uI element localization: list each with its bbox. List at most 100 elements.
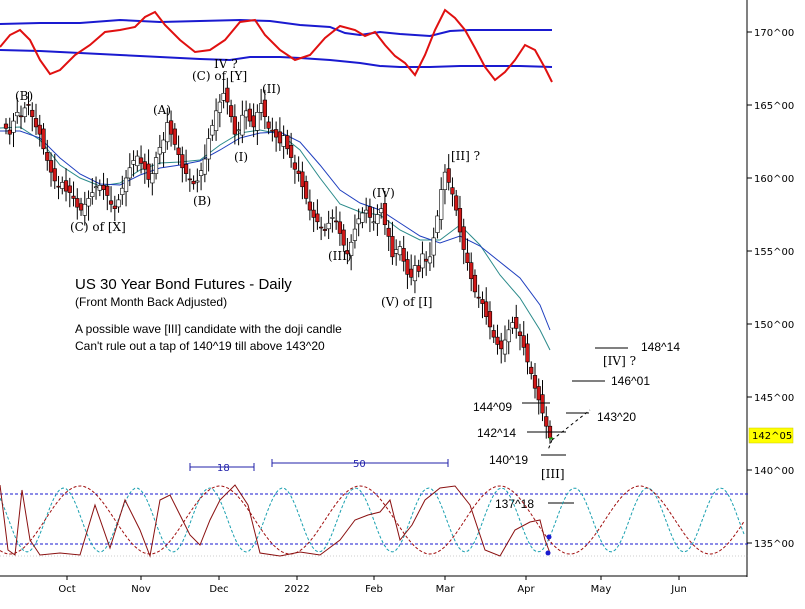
annotations: US 30 Year Bond Futures - Daily (Front M… bbox=[75, 276, 342, 353]
note-line-1: A possible wave [III] candidate with the… bbox=[75, 322, 342, 336]
candle-down bbox=[3, 123, 9, 129]
cycle-dot-upper bbox=[546, 534, 552, 540]
level-label: 142^14 bbox=[477, 426, 516, 440]
y-tick-label: 145^00 bbox=[754, 393, 794, 404]
candle-down bbox=[307, 201, 312, 211]
candle-up bbox=[259, 103, 264, 113]
candle-up bbox=[15, 112, 20, 117]
candle-down bbox=[7, 129, 12, 135]
candle-down bbox=[191, 180, 196, 185]
candle-down bbox=[266, 121, 271, 129]
candle-down bbox=[232, 116, 237, 135]
candle-down bbox=[75, 198, 80, 208]
candle-up bbox=[123, 177, 129, 193]
candle-up bbox=[213, 110, 219, 131]
x-tick-label: Mar bbox=[436, 584, 456, 595]
candle-down bbox=[176, 147, 181, 155]
candle-up bbox=[420, 253, 425, 269]
candle-down bbox=[514, 316, 519, 329]
candle-down bbox=[262, 99, 267, 117]
candle-down bbox=[409, 268, 414, 278]
candle-down bbox=[33, 118, 39, 128]
candle-down bbox=[367, 206, 373, 218]
candle-down bbox=[304, 181, 309, 199]
candle-down bbox=[311, 209, 316, 218]
candle-down bbox=[187, 178, 192, 181]
last-price-box bbox=[748, 427, 794, 444]
x-tick-label: Dec bbox=[209, 584, 228, 595]
candle-down bbox=[101, 185, 106, 190]
candle-down bbox=[469, 262, 474, 280]
level-label: 143^20 bbox=[597, 410, 636, 424]
candle-down bbox=[289, 144, 294, 158]
candle-down bbox=[30, 109, 35, 117]
x-tick-label: May bbox=[591, 584, 612, 595]
wave-label: (III) bbox=[328, 249, 352, 263]
candle-up bbox=[442, 171, 448, 190]
candle-down bbox=[296, 170, 301, 174]
oscillator-blue-lower bbox=[0, 49, 553, 68]
candle-up bbox=[371, 221, 376, 224]
level-label: 146^01 bbox=[611, 374, 650, 388]
candle-up bbox=[506, 329, 511, 343]
wave-label: (I) bbox=[234, 150, 248, 164]
candle-up bbox=[135, 155, 140, 167]
candle-down bbox=[108, 200, 114, 205]
candle-down bbox=[300, 171, 305, 188]
candle-down bbox=[112, 205, 117, 209]
candle-down bbox=[138, 157, 144, 164]
candle-down bbox=[424, 258, 429, 262]
candle-up bbox=[206, 138, 211, 160]
candle-up bbox=[356, 218, 361, 225]
candle-down bbox=[472, 274, 478, 293]
candle-up bbox=[394, 249, 399, 254]
candle-up bbox=[153, 157, 159, 174]
candle-up bbox=[412, 265, 418, 282]
candle-down bbox=[270, 129, 275, 132]
y-tick-label: 155^00 bbox=[754, 247, 794, 258]
candle-down bbox=[529, 366, 534, 374]
candle-up bbox=[202, 158, 207, 175]
candle-down bbox=[446, 168, 451, 183]
candle-up bbox=[60, 182, 65, 189]
candle-up bbox=[244, 110, 249, 118]
oscillator-blue-upper bbox=[0, 18, 552, 38]
x-tick-label: Feb bbox=[365, 584, 383, 595]
candle-down bbox=[450, 187, 455, 195]
wave-label: (IV) bbox=[372, 186, 395, 200]
candle-up bbox=[161, 139, 166, 153]
candle-up bbox=[364, 209, 369, 214]
y-tick-label: 140^00 bbox=[754, 466, 794, 477]
candle-down bbox=[18, 115, 24, 118]
candle-up bbox=[150, 173, 155, 184]
candle-up bbox=[349, 241, 354, 256]
candle-down bbox=[48, 160, 54, 173]
y-tick-label: 160^00 bbox=[754, 174, 794, 185]
candle-down bbox=[476, 296, 481, 299]
candle-down bbox=[274, 129, 279, 138]
cycle-oscillator bbox=[0, 484, 551, 558]
candle-down bbox=[536, 386, 541, 401]
candle-up bbox=[120, 187, 125, 195]
x-tick-label: Apr bbox=[517, 584, 535, 595]
chart-title: US 30 Year Bond Futures - Daily bbox=[75, 276, 292, 293]
cycle-50-label: 50 bbox=[353, 459, 366, 470]
candle-up bbox=[326, 222, 331, 230]
candle-up bbox=[236, 129, 241, 132]
x-tick-label: Nov bbox=[131, 584, 151, 595]
candle-down bbox=[142, 161, 147, 170]
candle-down bbox=[382, 203, 388, 226]
candle-down bbox=[480, 299, 485, 304]
y-tick-label: 135^00 bbox=[754, 539, 794, 550]
candle-down bbox=[405, 259, 410, 275]
upper-oscillator-panel bbox=[0, 8, 553, 83]
wave-label: IV ? bbox=[214, 57, 238, 71]
wave-label: (B) bbox=[15, 89, 33, 103]
candle-up bbox=[93, 186, 99, 189]
last-price-label: 142^05 bbox=[752, 431, 792, 442]
candle-down bbox=[285, 135, 290, 150]
wave-label: [IV] ? bbox=[603, 354, 636, 368]
candle-up bbox=[281, 135, 286, 147]
candle-down bbox=[225, 87, 230, 103]
candle-up bbox=[210, 125, 215, 136]
